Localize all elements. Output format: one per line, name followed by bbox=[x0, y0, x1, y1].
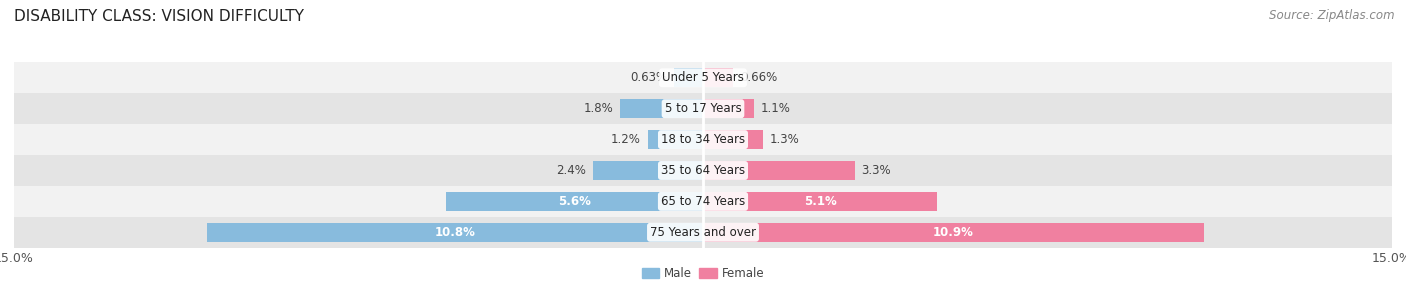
Text: 0.66%: 0.66% bbox=[740, 71, 778, 84]
Bar bbox=[703, 130, 762, 149]
Bar bbox=[207, 223, 703, 242]
Legend: Male, Female: Male, Female bbox=[637, 262, 769, 285]
Text: 5.6%: 5.6% bbox=[558, 195, 591, 208]
Text: 3.3%: 3.3% bbox=[862, 164, 891, 177]
Bar bbox=[703, 192, 938, 211]
Bar bbox=[673, 68, 703, 87]
Text: 10.9%: 10.9% bbox=[932, 226, 974, 239]
Text: 18 to 34 Years: 18 to 34 Years bbox=[661, 133, 745, 146]
Bar bbox=[14, 93, 1392, 124]
Text: Source: ZipAtlas.com: Source: ZipAtlas.com bbox=[1270, 9, 1395, 22]
Text: 1.1%: 1.1% bbox=[761, 102, 790, 115]
Text: DISABILITY CLASS: VISION DIFFICULTY: DISABILITY CLASS: VISION DIFFICULTY bbox=[14, 9, 304, 24]
Text: 0.63%: 0.63% bbox=[630, 71, 668, 84]
Bar bbox=[620, 99, 703, 118]
Bar bbox=[14, 62, 1392, 93]
Bar bbox=[14, 124, 1392, 155]
Text: 2.4%: 2.4% bbox=[555, 164, 586, 177]
Bar bbox=[14, 155, 1392, 186]
Bar bbox=[648, 130, 703, 149]
Bar bbox=[446, 192, 703, 211]
Text: 1.8%: 1.8% bbox=[583, 102, 613, 115]
Bar bbox=[703, 99, 754, 118]
Text: 65 to 74 Years: 65 to 74 Years bbox=[661, 195, 745, 208]
Bar bbox=[14, 186, 1392, 217]
Text: 5 to 17 Years: 5 to 17 Years bbox=[665, 102, 741, 115]
Bar bbox=[703, 223, 1204, 242]
Bar bbox=[703, 161, 855, 180]
Bar bbox=[593, 161, 703, 180]
Text: 75 Years and over: 75 Years and over bbox=[650, 226, 756, 239]
Bar bbox=[703, 68, 734, 87]
Text: 5.1%: 5.1% bbox=[804, 195, 837, 208]
Bar bbox=[14, 217, 1392, 248]
Text: Under 5 Years: Under 5 Years bbox=[662, 71, 744, 84]
Text: 35 to 64 Years: 35 to 64 Years bbox=[661, 164, 745, 177]
Text: 1.2%: 1.2% bbox=[612, 133, 641, 146]
Text: 1.3%: 1.3% bbox=[769, 133, 800, 146]
Text: 10.8%: 10.8% bbox=[434, 226, 475, 239]
